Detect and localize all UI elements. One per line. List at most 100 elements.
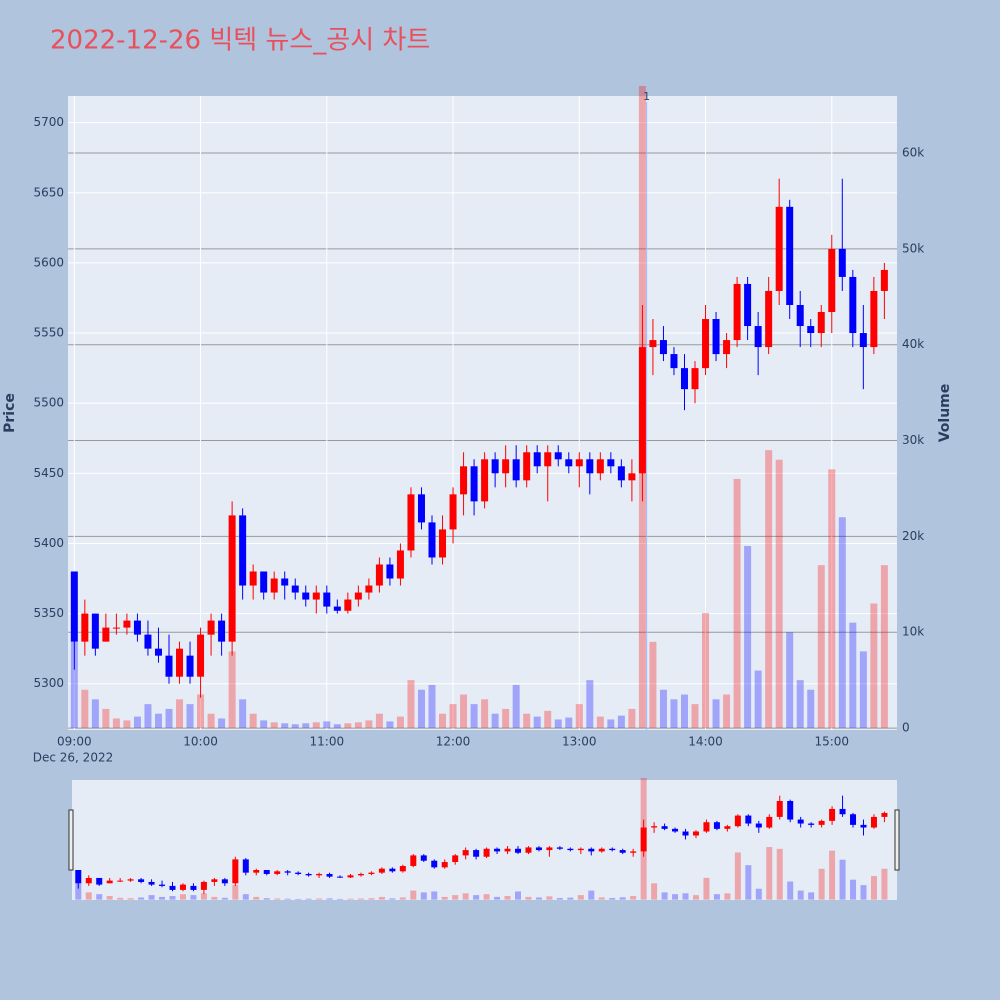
candle-body: [546, 847, 553, 851]
candle-body: [200, 881, 207, 890]
candle-body: [523, 452, 531, 481]
volume-bar: [452, 895, 459, 900]
candle-body: [787, 800, 794, 820]
candle-body: [228, 515, 236, 642]
candle-body: [354, 592, 362, 600]
volume-bar: [838, 517, 846, 729]
volume-bar: [713, 894, 720, 900]
volume-bar: [85, 892, 92, 900]
volume-bar: [691, 704, 699, 729]
x-tick-label: 15:00: [814, 735, 849, 749]
candle-body: [577, 848, 584, 851]
volume-bar: [274, 898, 281, 900]
candle-body: [680, 368, 688, 390]
candle-body: [649, 340, 657, 348]
candle-body: [112, 627, 120, 629]
candle-body: [713, 822, 720, 829]
candle-body: [638, 347, 646, 474]
volume-bar: [481, 699, 489, 729]
volume-bar: [239, 699, 247, 729]
volume-bar: [829, 850, 836, 900]
candle-body: [420, 855, 427, 861]
candle-body: [808, 823, 815, 825]
candle-body: [389, 868, 396, 872]
volume-bar: [575, 704, 583, 729]
candle-body: [776, 800, 783, 817]
volume-bar: [502, 708, 510, 729]
volume-bar: [302, 723, 310, 729]
y2-axis-title: Volume: [937, 384, 953, 443]
candle-body: [357, 873, 364, 876]
candle-body: [651, 826, 658, 828]
candle-body: [596, 459, 604, 474]
volume-bar: [703, 877, 710, 900]
volume-bar: [337, 898, 344, 900]
y2-tick-label: 10k: [902, 625, 924, 639]
candle-body: [712, 319, 720, 355]
candle-body: [333, 606, 341, 611]
volume-bar: [807, 689, 815, 729]
volume-bar: [333, 724, 341, 729]
candle-body: [117, 880, 124, 882]
volume-bar: [859, 651, 867, 729]
volume-bar: [491, 713, 499, 729]
candle-body: [133, 620, 141, 635]
candle-body: [102, 627, 110, 642]
y-tick-label: 5400: [33, 536, 64, 550]
candle-body: [628, 473, 636, 481]
volume-bar: [525, 896, 532, 900]
candle-body: [326, 873, 333, 877]
volume-bar: [281, 723, 289, 729]
volume-bar: [386, 721, 394, 729]
candle-body: [75, 870, 82, 884]
volume-bar: [651, 883, 658, 900]
candle-body: [165, 655, 173, 677]
volume-bar: [410, 890, 417, 900]
volume-bar: [169, 896, 176, 900]
volume-bar: [439, 713, 447, 729]
volume-bar: [375, 713, 383, 729]
candle-body: [515, 848, 522, 853]
volume-bar: [670, 699, 678, 729]
volume-bar: [523, 713, 531, 729]
volume-bar: [659, 689, 667, 729]
candle-body: [607, 459, 615, 467]
volume-bar: [70, 641, 78, 729]
y-tick-label: 5550: [33, 326, 64, 340]
volume-bar: [609, 898, 616, 900]
candle-body: [859, 333, 867, 348]
volume-bar: [75, 883, 82, 900]
x-tick-label: 10:00: [183, 735, 218, 749]
volume-bar: [702, 613, 710, 729]
candle-body: [85, 877, 92, 884]
candle-body: [253, 870, 260, 873]
candle-body: [609, 848, 616, 851]
volume-bar: [881, 868, 888, 900]
volume-bar: [515, 891, 522, 900]
volume-bar: [818, 868, 825, 900]
volume-bar: [127, 898, 134, 900]
volume-bar: [744, 545, 752, 729]
range-handle[interactable]: [68, 809, 74, 871]
candle-body: [70, 571, 78, 642]
candle-body: [186, 655, 194, 677]
candle-body: [807, 326, 815, 334]
candle-body: [755, 823, 762, 828]
candle-body: [796, 304, 804, 327]
volume-bar: [483, 894, 490, 900]
candle-body: [249, 571, 257, 586]
candle-body: [829, 808, 836, 821]
candle-body: [586, 459, 594, 474]
volume-bar: [544, 710, 552, 729]
y-tick-label: 5600: [33, 255, 64, 269]
volume-bar: [420, 892, 427, 900]
candle-body: [724, 826, 731, 829]
candle-body: [337, 876, 344, 878]
volume-bar: [112, 718, 120, 729]
volume-bar: [745, 865, 752, 900]
volume-bar: [692, 895, 699, 900]
candle-body: [870, 816, 877, 828]
candle-body: [344, 599, 352, 611]
range-handle[interactable]: [894, 809, 900, 871]
volume-bar: [305, 898, 312, 900]
